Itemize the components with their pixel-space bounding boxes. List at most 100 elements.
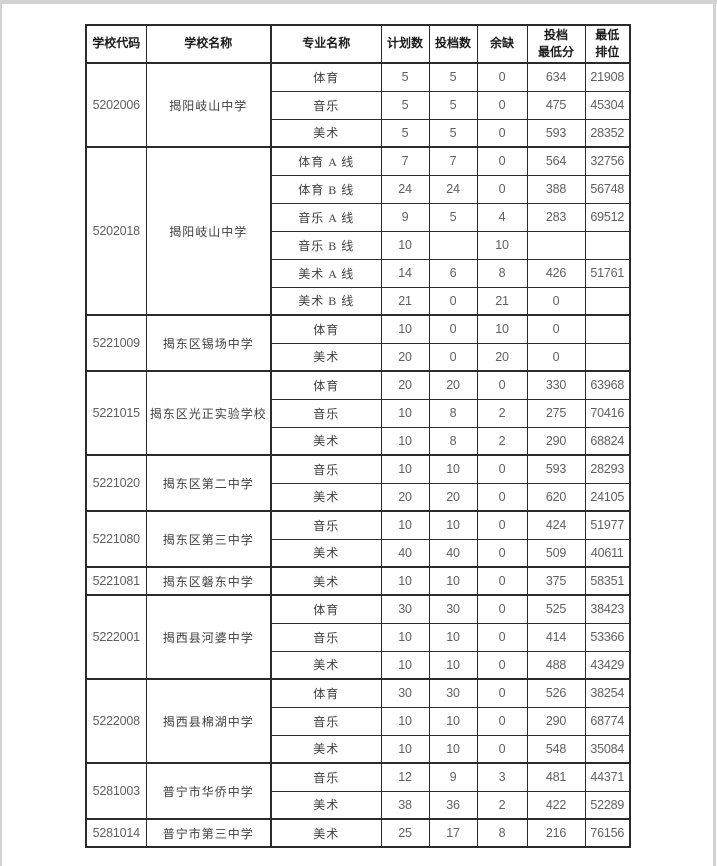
table-row: 音乐 10 8 2 275 70416 xyxy=(86,398,631,428)
cell-major-name: 音乐 A 线 xyxy=(270,202,382,232)
table-row: 美术 B 线 21 0 21 0 xyxy=(86,286,631,316)
cell-min-score: 564 xyxy=(526,146,586,176)
cell-major-name: 音乐 xyxy=(270,706,382,736)
cell-filed-count: 30 xyxy=(428,594,478,624)
cell-min-score: 0 xyxy=(526,286,586,316)
cell-min-rank: 70416 xyxy=(584,398,631,428)
cell-min-score: 414 xyxy=(526,622,586,652)
cell-plan-count: 10 xyxy=(380,706,430,736)
cell-min-score: 509 xyxy=(526,538,586,568)
cell-filed-count: 0 xyxy=(428,342,478,372)
cell-min-rank: 40611 xyxy=(584,538,631,568)
cell-min-rank: 43429 xyxy=(584,650,631,680)
cell-min-score: 0 xyxy=(526,314,586,344)
table-row: 音乐 5 5 0 475 45304 xyxy=(86,90,631,120)
cell-major-name: 美术 xyxy=(270,566,382,596)
cell-min-rank xyxy=(584,314,631,344)
cell-plan-count: 40 xyxy=(380,538,430,568)
cell-min-rank: 21908 xyxy=(584,62,631,92)
cell-gap-count: 2 xyxy=(476,398,528,428)
cell-major-name: 美术 xyxy=(270,342,382,372)
cell-filed-count: 10 xyxy=(428,706,478,736)
cell-major-name: 体育 xyxy=(270,314,382,344)
cell-min-score: 620 xyxy=(526,482,586,512)
cell-major-name: 美术 xyxy=(270,734,382,764)
table-row: 5281003 普宁市华侨中学 音乐 12 9 3 481 44371 xyxy=(85,762,631,820)
cell-min-score: 422 xyxy=(526,790,586,820)
cell-gap-count: 0 xyxy=(476,510,528,540)
cell-school-name: 揭东区第二中学 xyxy=(145,454,272,512)
cell-major-name: 体育 B 线 xyxy=(270,174,382,204)
cell-min-score: 593 xyxy=(526,118,586,148)
cell-gap-count: 0 xyxy=(476,174,528,204)
column-header-school: 学校名称 xyxy=(145,24,272,64)
cell-min-rank: 63968 xyxy=(584,370,631,400)
cell-school-code: 5222008 xyxy=(85,678,147,764)
table-row: 美术 38 36 2 422 52289 xyxy=(86,790,631,820)
cell-min-score: 283 xyxy=(526,202,586,232)
cell-min-score: 290 xyxy=(526,706,586,736)
table-body: 5202006 揭阳岐山中学 体育 5 5 0 634 21908 音乐 5 5 0 475 45304 美… xyxy=(85,62,631,848)
cell-gap-count: 4 xyxy=(476,202,528,232)
cell-filed-count: 8 xyxy=(428,398,478,428)
cell-filed-count: 8 xyxy=(428,426,478,456)
cell-min-rank xyxy=(584,286,631,316)
cell-plan-count: 12 xyxy=(380,762,430,792)
table-row: 音乐 10 10 0 290 68774 xyxy=(86,706,631,736)
cell-gap-count: 0 xyxy=(476,454,528,484)
cell-major-name: 体育 xyxy=(270,678,382,708)
cell-filed-count xyxy=(428,230,478,260)
cell-min-rank: 76156 xyxy=(584,818,631,848)
cell-min-score: 634 xyxy=(526,62,586,92)
cell-gap-count: 0 xyxy=(476,538,528,568)
cell-plan-count: 10 xyxy=(380,314,430,344)
cell-school-name: 揭阳岐山中学 xyxy=(145,146,272,316)
cell-filed-count: 10 xyxy=(428,566,478,596)
table-row: 5221081 揭东区磐东中学 美术 10 10 0 375 58351 xyxy=(85,566,631,596)
column-header-plan: 计划数 xyxy=(380,24,430,64)
cell-major-name: 美术 xyxy=(270,818,382,848)
cell-plan-count: 10 xyxy=(380,454,430,484)
cell-filed-count: 10 xyxy=(428,454,478,484)
cell-gap-count: 0 xyxy=(476,370,528,400)
column-header-min_rank: 最低 排位 xyxy=(584,24,631,64)
cell-min-rank xyxy=(584,230,631,260)
cell-plan-count: 20 xyxy=(380,370,430,400)
cell-filed-count: 36 xyxy=(428,790,478,820)
cell-filed-count: 10 xyxy=(428,734,478,764)
cell-gap-count: 0 xyxy=(476,650,528,680)
cell-school-code: 5221020 xyxy=(85,454,147,512)
cell-filed-count: 30 xyxy=(428,678,478,708)
cell-plan-count: 38 xyxy=(380,790,430,820)
cell-gap-count: 0 xyxy=(476,90,528,120)
cell-filed-count: 5 xyxy=(428,202,478,232)
cell-min-rank: 32756 xyxy=(584,146,631,176)
cell-school-name: 揭西县河婆中学 xyxy=(145,594,272,680)
cell-filed-count: 10 xyxy=(428,510,478,540)
cell-school-code: 5221081 xyxy=(85,566,147,596)
cell-min-rank: 38423 xyxy=(584,594,631,624)
cell-plan-count: 21 xyxy=(380,286,430,316)
cell-major-name: 体育 xyxy=(270,594,382,624)
cell-min-rank: 38254 xyxy=(584,678,631,708)
cell-major-name: 美术 xyxy=(270,650,382,680)
cell-filed-count: 5 xyxy=(428,62,478,92)
cell-plan-count: 10 xyxy=(380,734,430,764)
column-header-filed: 投档数 xyxy=(428,24,478,64)
table-row: 美术 20 20 0 620 24105 xyxy=(86,482,631,512)
cell-filed-count: 24 xyxy=(428,174,478,204)
cell-min-score: 275 xyxy=(526,398,586,428)
cell-plan-count: 10 xyxy=(380,398,430,428)
cell-school-code: 5281014 xyxy=(85,818,147,848)
cell-major-name: 音乐 xyxy=(270,90,382,120)
cell-min-rank: 28293 xyxy=(584,454,631,484)
cell-gap-count: 0 xyxy=(476,706,528,736)
cell-plan-count: 10 xyxy=(380,566,430,596)
column-header-gap: 余缺 xyxy=(476,24,528,64)
cell-major-name: 美术 xyxy=(270,118,382,148)
table-row: 5221009 揭东区锡场中学 体育 10 0 10 0 xyxy=(85,314,631,372)
cell-plan-count: 10 xyxy=(380,510,430,540)
table-row: 美术 40 40 0 509 40611 xyxy=(86,538,631,568)
cell-plan-count: 25 xyxy=(380,818,430,848)
